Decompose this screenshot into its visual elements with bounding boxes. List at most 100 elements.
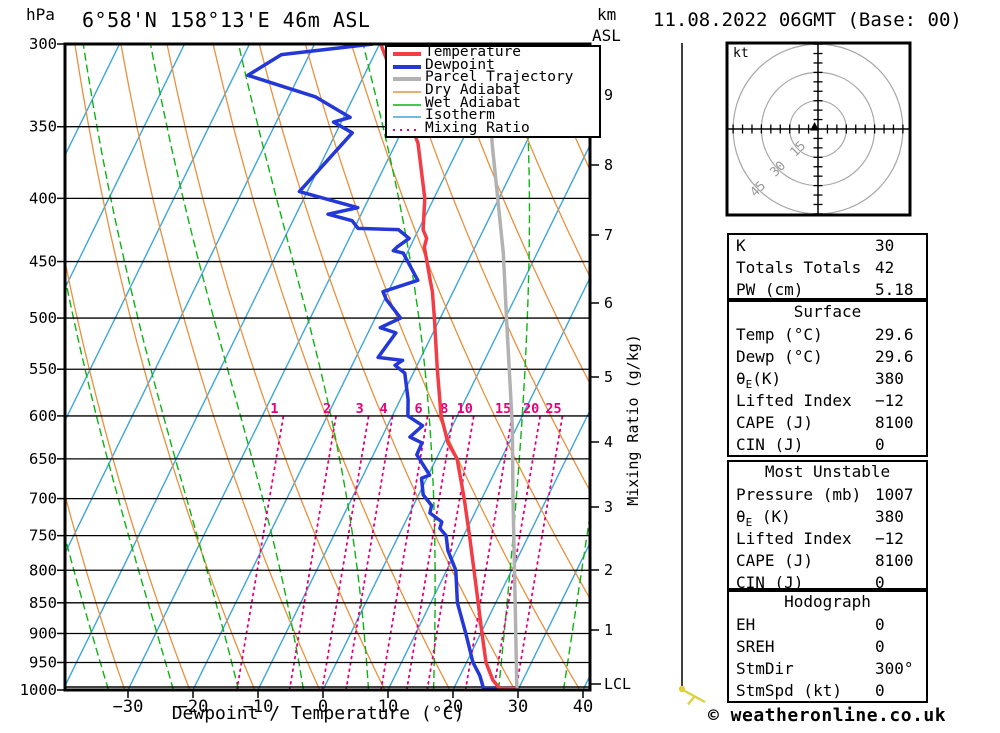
legend-swatch-dry-adiabat <box>393 91 421 93</box>
svg-text:400: 400 <box>29 189 57 207</box>
table-section-header: Hodograph <box>784 592 871 611</box>
table-row-label: Lifted Index <box>736 391 852 410</box>
table-row: CIN (J) 0 <box>729 434 926 456</box>
table-row-label: θE (K) <box>736 507 791 530</box>
svg-text:4: 4 <box>380 401 388 417</box>
legend-item: Wet Adiabat <box>387 94 599 111</box>
table-section-hodograph: Hodograph EH 0 SREH 0 StmDir 300° StmSpd (kt) 0 <box>727 590 928 703</box>
svg-text:30: 30 <box>767 159 789 181</box>
table-row-label: K <box>736 236 746 255</box>
altitude-axis-unit-asl: ASL <box>592 26 621 45</box>
table-row: CAPE (J) 8100 <box>729 412 926 434</box>
svg-text:300: 300 <box>29 35 57 53</box>
svg-text:8: 8 <box>440 401 448 417</box>
table-row: CAPE (J) 8100 <box>729 550 926 572</box>
pressure-axis-unit: hPa <box>26 5 55 24</box>
table-row: K 30 <box>729 235 926 257</box>
table-row-value: −12 <box>875 529 904 548</box>
legend-item: Dewpoint <box>387 56 599 73</box>
table-row-label: Temp (°C) <box>736 325 823 344</box>
x-axis-label: Dewpoint / Temperature (°C) <box>171 703 465 724</box>
table-row-label: CIN (J) <box>736 573 804 592</box>
parcel-trajectory-curve <box>485 45 519 689</box>
table-section-surface: Surface Temp (°C) 29.6 Dewp (°C) 29.6 θE(K) 38… <box>727 300 928 457</box>
svg-text:450: 450 <box>29 253 57 271</box>
lcl-label: LCL <box>604 675 632 693</box>
table-row-value: 300° <box>875 659 914 678</box>
table-row-value: 0 <box>875 681 885 700</box>
legend-label: Parcel Trajectory <box>425 69 574 86</box>
dewpoint-curve <box>246 45 517 689</box>
svg-text:350: 350 <box>29 118 57 136</box>
table-row: θE (K) 380 <box>729 506 926 530</box>
wind-staff <box>678 43 706 706</box>
table-row-value: 0 <box>875 637 885 656</box>
table-row-label: θE(K) <box>736 369 782 392</box>
station-title: 6°58'N 158°13'E 46m ASL <box>82 8 371 32</box>
svg-text:5: 5 <box>604 368 613 386</box>
table-row-value: 8100 <box>875 413 914 432</box>
legend-item: Dry Adiabat <box>387 83 599 98</box>
table-row-label: Pressure (mb) <box>736 485 862 504</box>
legend-swatch-isotherm <box>393 116 421 119</box>
table-section-most-unstable: Most Unstable Pressure (mb) 1007 θE (K) 380 L… <box>727 460 928 592</box>
svg-text:8: 8 <box>604 156 613 174</box>
svg-text:7: 7 <box>604 226 613 244</box>
legend-item: Isotherm <box>387 107 599 124</box>
hodograph-unit-label: kt <box>733 46 749 61</box>
svg-text:1: 1 <box>270 401 278 417</box>
storm-motion-marker <box>810 122 820 131</box>
table-row-label: Totals Totals <box>736 258 862 277</box>
legend-item: Temperature <box>387 45 599 60</box>
legend-swatch-dewpoint <box>393 64 421 69</box>
legend-item: Parcel Trajectory <box>387 69 599 86</box>
svg-text:2: 2 <box>604 561 613 579</box>
svg-text:2: 2 <box>323 401 331 417</box>
table-row-value: 1007 <box>875 485 914 504</box>
table-row: Lifted Index −12 <box>729 528 926 550</box>
temperature-curve <box>379 45 517 689</box>
table-row-value: 0 <box>875 615 885 634</box>
svg-text:40: 40 <box>573 697 593 717</box>
table-row: StmSpd (kt) 0 <box>729 680 926 702</box>
svg-text:650: 650 <box>29 450 57 468</box>
svg-text:20: 20 <box>443 697 463 717</box>
table-row-value: 30 <box>875 236 895 255</box>
copyright: © weatheronline.co.uk <box>708 705 947 726</box>
legend-label: Dewpoint <box>425 56 495 73</box>
mixing-ratio-axis-label: Mixing Ratio (g/kg) <box>624 334 642 506</box>
svg-text:45: 45 <box>747 179 769 201</box>
svg-text:900: 900 <box>29 624 57 642</box>
legend-swatch-temperature <box>393 52 421 56</box>
table-row-label: SREH <box>736 637 775 656</box>
table-row: Temp (°C) 29.6 <box>729 324 926 346</box>
table-row-value: −12 <box>875 391 904 410</box>
altitude-axis-unit-km: km <box>597 5 617 24</box>
svg-text:20: 20 <box>523 401 539 417</box>
table-row-label: Lifted Index <box>736 529 852 548</box>
svg-text:30: 30 <box>508 697 528 717</box>
table-row-label: CAPE (J) <box>736 551 814 570</box>
svg-text:4: 4 <box>604 433 613 451</box>
legend: Temperature Dewpoint Parcel Trajectory Dry … <box>385 45 601 138</box>
svg-text:9: 9 <box>604 86 613 104</box>
table-row: Pressure (mb) 1007 <box>729 484 926 506</box>
legend-label: Wet Adiabat <box>425 94 522 111</box>
svg-text:−30: −30 <box>113 697 144 717</box>
table-section-indices: K 30 Totals Totals 42 PW (cm) 5.18 <box>727 233 928 300</box>
table-row: Dewp (°C) 29.6 <box>729 346 926 368</box>
table-row-value: 42 <box>875 258 895 277</box>
axis-ticks-and-labels: 3003504004505005506006507007508008509009… <box>20 35 613 717</box>
svg-text:700: 700 <box>29 490 57 508</box>
svg-text:10: 10 <box>457 401 473 417</box>
legend-label: Isotherm <box>425 107 495 124</box>
table-row: θE(K) 380 <box>729 368 926 392</box>
table-row-value: 8100 <box>875 551 914 570</box>
table-row: Totals Totals 42 <box>729 257 926 279</box>
legend-swatch-wet-adiabat <box>393 104 421 106</box>
run-date: 11.08.2022 06GMT (Base: 00) <box>653 9 962 31</box>
table-row-label: StmDir <box>736 659 794 678</box>
